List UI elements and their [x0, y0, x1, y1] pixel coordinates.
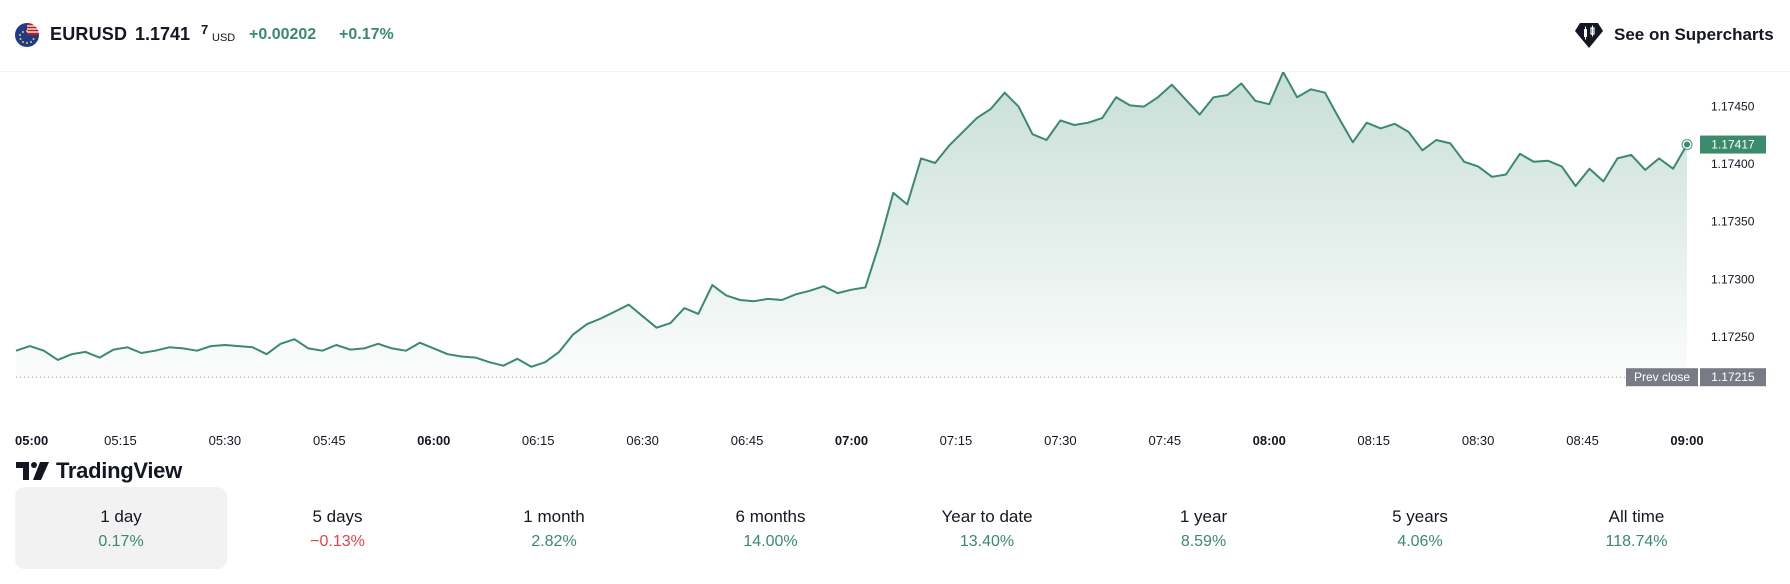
last-price-tag — [1700, 135, 1766, 154]
prev-close-tag — [1626, 368, 1698, 387]
x-axis-tick-label: 07:15 — [940, 433, 973, 448]
period-button[interactable]: All time 118.74% — [1531, 487, 1743, 569]
currency-label: USD — [212, 32, 236, 44]
period-label: 1 year — [1179, 507, 1228, 526]
period-label: 1 month — [523, 507, 585, 526]
x-axis-tick-label: 08:30 — [1462, 433, 1495, 448]
performance-periods: 1 day 0.17% 5 days −0.13% 1 month 2.82% 6 mont… — [15, 487, 1775, 571]
period-button[interactable]: 5 days −0.13% — [232, 487, 444, 569]
period-change-value: 118.74% — [1605, 533, 1668, 550]
tradingview-logo[interactable]: TradingView — [16, 458, 182, 484]
supercharts-candle-icon — [1575, 23, 1603, 48]
x-axis-tick-label: 05:00 — [15, 433, 48, 448]
period-button[interactable]: Year to date 13.40% — [881, 487, 1093, 569]
period-change-value: 8.59% — [1180, 533, 1227, 550]
last-price-pipette: 7 — [201, 22, 209, 37]
eu-us-flag-icon — [15, 23, 39, 47]
x-axis-tick-label: 06:15 — [522, 433, 555, 448]
period-change-value: 13.40% — [959, 533, 1015, 550]
x-axis-tick-label: 05:30 — [209, 433, 242, 448]
x-axis-tick-label: 06:00 — [417, 433, 450, 448]
x-axis-tick-label: 08:00 — [1253, 433, 1286, 448]
period-button[interactable]: 1 month 2.82% — [448, 487, 660, 569]
period-change-value: 4.06% — [1397, 533, 1443, 550]
x-axis-tick-label: 07:45 — [1149, 433, 1182, 448]
prev-close-value-label: 1.17215 — [1711, 370, 1755, 384]
period-button[interactable]: 1 day 0.17% — [15, 487, 227, 569]
supercharts-label: See on Supercharts — [1614, 25, 1774, 44]
period-change-value: 2.82% — [531, 533, 577, 550]
x-axis-tick-label: 06:45 — [731, 433, 764, 448]
y-axis-tick-label: 1.17350 — [1711, 215, 1755, 229]
x-axis-tick-label: 08:45 — [1566, 433, 1599, 448]
last-price-marker — [1684, 141, 1690, 148]
period-change-value: −0.13% — [310, 533, 365, 550]
period-label: All time — [1608, 507, 1665, 526]
x-axis-tick-label: 05:15 — [104, 433, 137, 448]
last-price-tag-label: 1.17417 — [1711, 138, 1755, 152]
y-axis-tick-label: 1.17250 — [1711, 330, 1755, 344]
chart-canvas[interactable]: 1.17450 1.17400 1.17350 1.17300 1.17250 1.174… — [0, 72, 1790, 472]
y-axis-tick-label: 1.17300 — [1711, 272, 1755, 286]
price-area-fill — [16, 72, 1687, 378]
prev-close-value-tag — [1700, 368, 1766, 387]
symbol-header: EURUSD 1.1741 7 USD +0.00202 +0.17% See … — [0, 0, 1790, 72]
prev-close-tag-label: Prev close — [1634, 370, 1690, 384]
period-change-value: 0.17% — [98, 533, 144, 550]
y-axis-tick-label: 1.17400 — [1711, 157, 1755, 171]
period-change-value: 14.00% — [743, 533, 798, 550]
period-label: 5 years — [1392, 507, 1448, 526]
x-axis-tick-label: 07:00 — [835, 433, 868, 448]
x-axis-tick-label: 05:45 — [313, 433, 346, 448]
price-change-percent: +0.17% — [339, 26, 394, 43]
x-axis-tick-label: 09:00 — [1670, 433, 1703, 448]
period-button[interactable]: 1 year 8.59% — [1098, 487, 1310, 569]
price-line[interactable] — [15, 72, 1688, 368]
x-axis-tick-label: 08:15 — [1357, 433, 1390, 448]
period-label: Year to date — [941, 507, 1033, 526]
tradingview-logo-icon — [16, 462, 49, 480]
period-label: 1 day — [100, 507, 142, 526]
period-label: 5 days — [312, 507, 363, 526]
see-on-supercharts-link[interactable]: See on Supercharts — [1572, 18, 1774, 52]
price-chart[interactable]: 1.17450 1.17400 1.17350 1.17300 1.17250 1.174… — [0, 72, 1790, 483]
tradingview-logo-text: TradingView — [56, 458, 182, 483]
y-axis-tick-label: 1.17450 — [1711, 100, 1755, 114]
x-axis-tick-label: 07:30 — [1044, 433, 1077, 448]
last-price: 1.1741 — [135, 24, 191, 44]
period-label: 6 months — [735, 507, 806, 526]
x-axis-tick-label: 06:30 — [626, 433, 659, 448]
period-button[interactable]: 6 months 14.00% — [665, 487, 877, 569]
period-button[interactable]: 5 years 4.06% — [1314, 487, 1526, 569]
price-change-absolute: +0.00202 — [249, 26, 317, 43]
symbol-name[interactable]: EURUSD — [50, 24, 128, 44]
